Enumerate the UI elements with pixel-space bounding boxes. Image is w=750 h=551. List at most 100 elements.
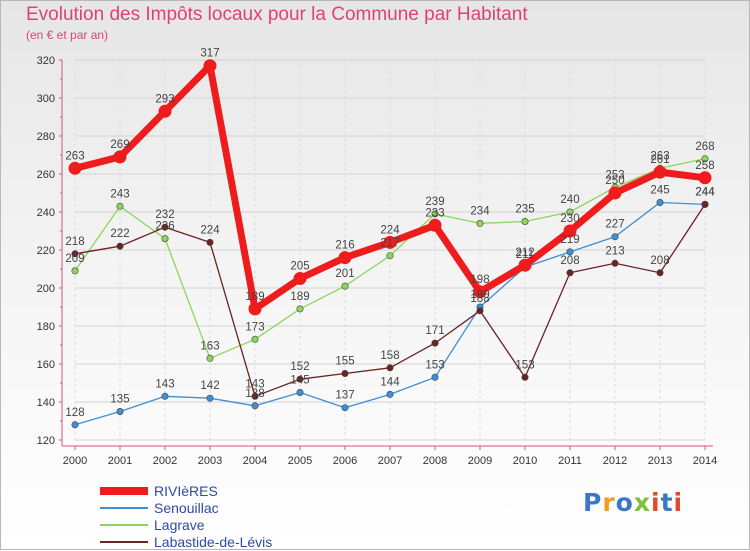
data-label: 263 bbox=[650, 150, 669, 162]
data-label: 234 bbox=[470, 205, 490, 217]
data-point bbox=[113, 150, 127, 164]
y-tick-label: 220 bbox=[37, 245, 55, 257]
logo-letter: P bbox=[583, 488, 603, 517]
x-tick-label: 2004 bbox=[243, 455, 267, 467]
x-tick-label: 2014 bbox=[693, 455, 717, 467]
data-label: 293 bbox=[155, 93, 174, 105]
data-point bbox=[653, 165, 667, 179]
data-point bbox=[341, 282, 349, 290]
data-point bbox=[161, 392, 169, 400]
data-label: 155 bbox=[335, 356, 354, 368]
data-label: 216 bbox=[335, 240, 354, 252]
data-label: 219 bbox=[560, 234, 579, 246]
data-point bbox=[161, 223, 169, 231]
data-point bbox=[386, 390, 394, 398]
data-point bbox=[251, 335, 259, 343]
data-label: 224 bbox=[200, 224, 220, 236]
data-label: 217 bbox=[380, 238, 399, 250]
data-point bbox=[206, 238, 214, 246]
data-label: 235 bbox=[515, 204, 534, 216]
data-label: 138 bbox=[245, 388, 264, 400]
y-tick-label: 300 bbox=[37, 93, 55, 105]
data-point bbox=[386, 252, 394, 260]
data-label: 239 bbox=[425, 196, 444, 208]
data-label: 263 bbox=[65, 150, 84, 162]
grid-lines bbox=[74, 59, 706, 441]
data-label: 258 bbox=[695, 160, 714, 172]
x-tick-label: 2006 bbox=[333, 455, 357, 467]
data-point bbox=[206, 394, 214, 402]
y-tick-label: 120 bbox=[37, 435, 55, 447]
x-tick-label: 2012 bbox=[603, 455, 627, 467]
data-label: 208 bbox=[560, 255, 579, 267]
y-tick-label: 260 bbox=[37, 169, 55, 181]
data-label: 253 bbox=[605, 169, 624, 181]
chart-subtitle: (en € et par an) bbox=[26, 28, 109, 42]
data-point bbox=[248, 302, 262, 316]
data-point bbox=[476, 307, 484, 315]
data-point bbox=[158, 104, 172, 118]
data-point bbox=[116, 407, 124, 415]
series-lines bbox=[68, 59, 712, 429]
data-point bbox=[71, 267, 79, 275]
data-point bbox=[518, 258, 532, 272]
data-point bbox=[611, 259, 619, 267]
data-point bbox=[386, 364, 394, 372]
y-tick-label: 200 bbox=[37, 283, 55, 295]
data-label: 213 bbox=[605, 245, 624, 257]
data-label: 173 bbox=[245, 321, 264, 333]
data-label: 243 bbox=[110, 188, 129, 200]
data-point bbox=[68, 161, 82, 175]
data-point bbox=[206, 354, 214, 362]
data-label: 188 bbox=[470, 293, 489, 305]
data-point bbox=[566, 208, 574, 216]
data-label: 212 bbox=[515, 247, 534, 259]
data-label: 163 bbox=[200, 340, 219, 352]
data-label: 153 bbox=[515, 359, 534, 371]
data-label: 144 bbox=[380, 376, 400, 388]
legend-label: RIVIèRES bbox=[154, 483, 218, 499]
data-label: 171 bbox=[425, 325, 444, 337]
data-label: 153 bbox=[425, 359, 444, 371]
data-point bbox=[566, 248, 574, 256]
x-tick-label: 2009 bbox=[468, 455, 492, 467]
legend-label: Lagrave bbox=[154, 517, 205, 533]
data-point bbox=[383, 235, 397, 249]
data-point bbox=[476, 219, 484, 227]
data-point bbox=[656, 199, 664, 207]
data-labels: 128 135 143 142 138 145 137 144 153 190 211 219 227 2… bbox=[65, 48, 715, 419]
data-point bbox=[116, 242, 124, 250]
data-label: 209 bbox=[65, 253, 84, 265]
data-point bbox=[71, 421, 79, 429]
x-tick-label: 2013 bbox=[648, 455, 672, 467]
logo-letter: i bbox=[673, 488, 684, 517]
data-point bbox=[161, 235, 169, 243]
data-point bbox=[431, 210, 439, 218]
logo-letter: i bbox=[651, 488, 661, 517]
data-label: 218 bbox=[65, 236, 84, 248]
data-label: 201 bbox=[335, 268, 354, 280]
x-tick-label: 2011 bbox=[558, 455, 582, 467]
x-tick-label: 2005 bbox=[288, 455, 312, 467]
legend-swatch bbox=[100, 541, 148, 543]
data-label: 250 bbox=[605, 175, 624, 187]
logo-letter: o bbox=[615, 488, 634, 517]
data-label: 198 bbox=[470, 274, 489, 286]
data-point bbox=[521, 373, 529, 381]
y-tick-label: 180 bbox=[37, 321, 55, 333]
data-label: 222 bbox=[110, 228, 129, 240]
y-tick-label: 280 bbox=[37, 131, 55, 143]
data-label: 226 bbox=[155, 221, 174, 233]
data-point bbox=[431, 339, 439, 347]
data-point bbox=[296, 375, 304, 383]
x-tick-label: 2001 bbox=[108, 455, 132, 467]
data-label: 143 bbox=[245, 378, 264, 390]
data-label: 317 bbox=[200, 48, 219, 60]
data-label: 245 bbox=[650, 185, 669, 197]
data-point bbox=[473, 285, 487, 299]
x-tick-label: 2000 bbox=[63, 455, 87, 467]
data-label: 145 bbox=[290, 375, 309, 387]
y-tick-label: 240 bbox=[37, 207, 55, 219]
